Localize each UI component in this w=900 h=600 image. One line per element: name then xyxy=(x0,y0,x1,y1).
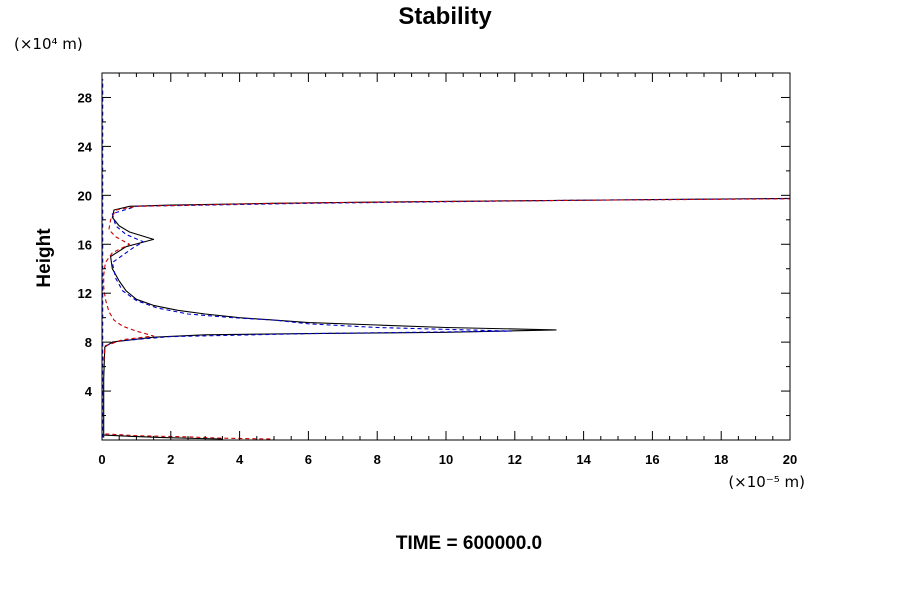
x-tick-label: 6 xyxy=(305,452,312,467)
y-tick-label: 20 xyxy=(78,188,92,203)
y-tick-label: 16 xyxy=(78,237,92,252)
series-line-1 xyxy=(103,197,791,438)
x-tick-label: 4 xyxy=(236,452,244,467)
plot-area xyxy=(102,79,791,440)
series-line-3 xyxy=(105,198,791,347)
y-tick-label: 24 xyxy=(78,139,93,154)
plot-frame xyxy=(101,72,791,441)
y-axis-unit-label: (×10⁴ m) xyxy=(14,35,83,53)
footer-time-label: TIME = 600000.0 xyxy=(396,533,542,554)
chart-title: Stability xyxy=(398,3,492,30)
y-axis-label: Height xyxy=(34,228,55,288)
x-tick-label: 8 xyxy=(374,452,381,467)
x-tick-label: 14 xyxy=(576,452,591,467)
y-tick-label: 12 xyxy=(78,286,92,301)
x-tick-label: 18 xyxy=(714,452,728,467)
y-tick-label: 8 xyxy=(85,335,92,350)
series-line-6 xyxy=(103,434,223,440)
x-tick-label: 0 xyxy=(98,452,105,467)
y-tick-label: 4 xyxy=(85,384,93,399)
y-tick-label: 28 xyxy=(78,90,92,105)
x-tick-label: 12 xyxy=(508,452,522,467)
x-axis-unit-label: (×10⁻⁵ m) xyxy=(728,473,805,491)
series-line-4 xyxy=(103,198,791,361)
x-tick-label: 2 xyxy=(167,452,174,467)
x-tick-label: 20 xyxy=(783,452,797,467)
x-tick-label: 10 xyxy=(439,452,453,467)
x-tick-label: 16 xyxy=(645,452,659,467)
